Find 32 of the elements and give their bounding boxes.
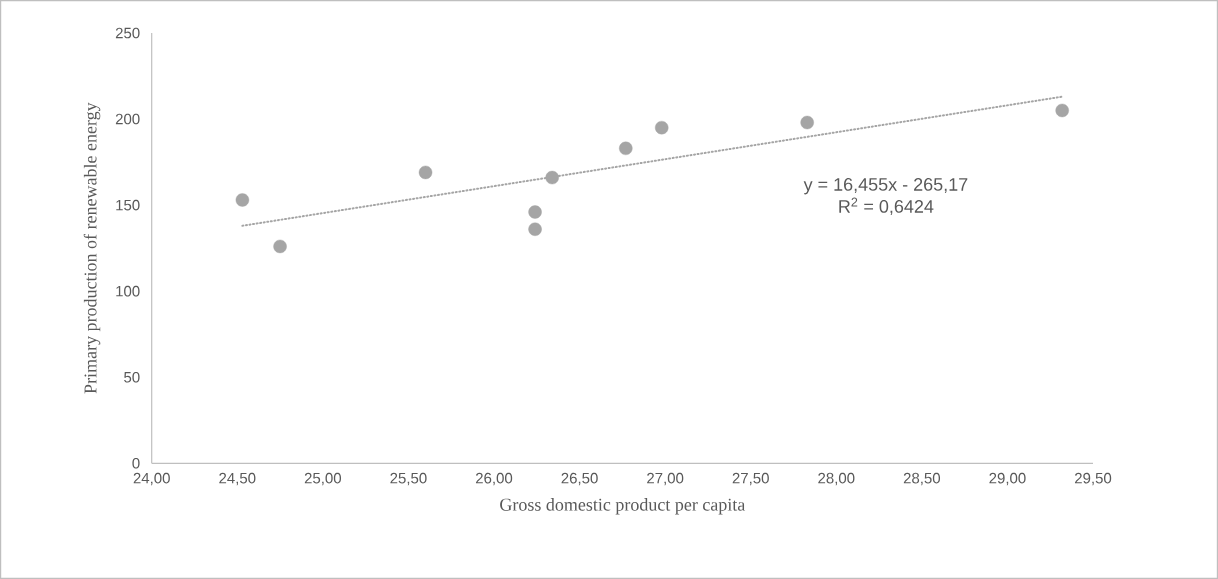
point: [528, 222, 542, 236]
annotation: y = 16,455x - 265,17: [803, 178, 968, 195]
y-axis-title: Primary production of renewable energy: [83, 102, 101, 394]
point: [528, 205, 542, 219]
x-tick-label: 24,00: [133, 472, 170, 486]
point: [418, 165, 433, 180]
x-tick-label: 27,00: [647, 472, 684, 486]
point: [235, 193, 250, 207]
x-tick-label: 24,50: [219, 472, 256, 486]
y-tick-label: 150: [116, 199, 140, 211]
y-tick-label: 250: [115, 27, 140, 39]
x-tick-label: 28,50: [903, 472, 941, 486]
x-tick-label: 27,50: [732, 472, 769, 486]
y-tick-label: 50: [124, 371, 140, 383]
y-tick-label: 0: [132, 457, 140, 469]
y-tick-label: 100: [116, 285, 140, 297]
point: [545, 170, 559, 185]
annotation: R$^{2}$ = 0,6424: [839, 197, 934, 215]
x-tick-label: 29,50: [1074, 472, 1112, 486]
x-tick-label: 28,00: [818, 472, 855, 486]
x-tick-label: 26,00: [475, 472, 513, 486]
point: [655, 120, 669, 135]
y-tick-label: 200: [115, 113, 140, 125]
x-tick-label: 25,50: [390, 472, 427, 486]
x-tick-label: 26,50: [561, 472, 598, 486]
point: [800, 115, 814, 130]
point: [273, 239, 287, 254]
x-tick-label: 29,00: [989, 472, 1026, 486]
x-axis-title: Gross domestic product per capita: [500, 498, 746, 515]
x-tick-label: 25,00: [304, 472, 342, 486]
point: [1055, 103, 1069, 118]
point: [619, 141, 633, 156]
